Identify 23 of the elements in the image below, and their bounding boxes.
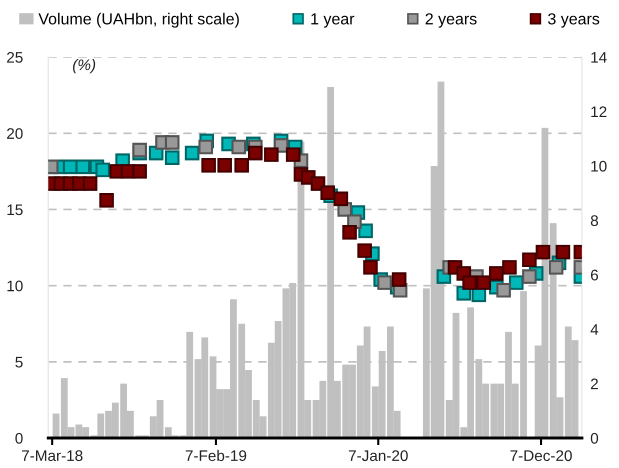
y2-tick-label: 4 <box>590 324 598 335</box>
y2-tick-label: 8 <box>590 215 598 226</box>
legend-label: 3 years <box>548 13 600 28</box>
y-tick-label: 20 <box>7 128 23 139</box>
y-tick-label: 10 <box>7 280 23 292</box>
y-tick-label: 25 <box>7 52 23 63</box>
y2-tick-label: 10 <box>591 160 607 172</box>
x-tick-label: 7-Feb-19 <box>186 450 246 462</box>
y2-tick-label: 6 <box>590 270 598 280</box>
y-tick-label: 5 <box>15 356 23 368</box>
x-tick-label: 7-Mar-18 <box>22 450 82 462</box>
y2-tick-label: 2 <box>590 378 598 390</box>
y-tick-label: 0 <box>15 432 23 444</box>
legend-label: 2 years <box>426 13 477 28</box>
annotation: (%) <box>73 59 96 74</box>
y-tick-label: 15 <box>7 204 23 216</box>
legend-label: 1 year <box>311 13 354 28</box>
y2-tick-label: 14 <box>591 52 607 63</box>
legend-label: Volume (UAHbn, right scale) <box>38 12 239 28</box>
x-tick-label: 7-Dec-20 <box>510 450 572 462</box>
y2-tick-label: 0 <box>590 432 598 444</box>
y2-tick-label: 12 <box>591 106 606 118</box>
x-tick-label: 7-Jan-20 <box>348 450 408 462</box>
